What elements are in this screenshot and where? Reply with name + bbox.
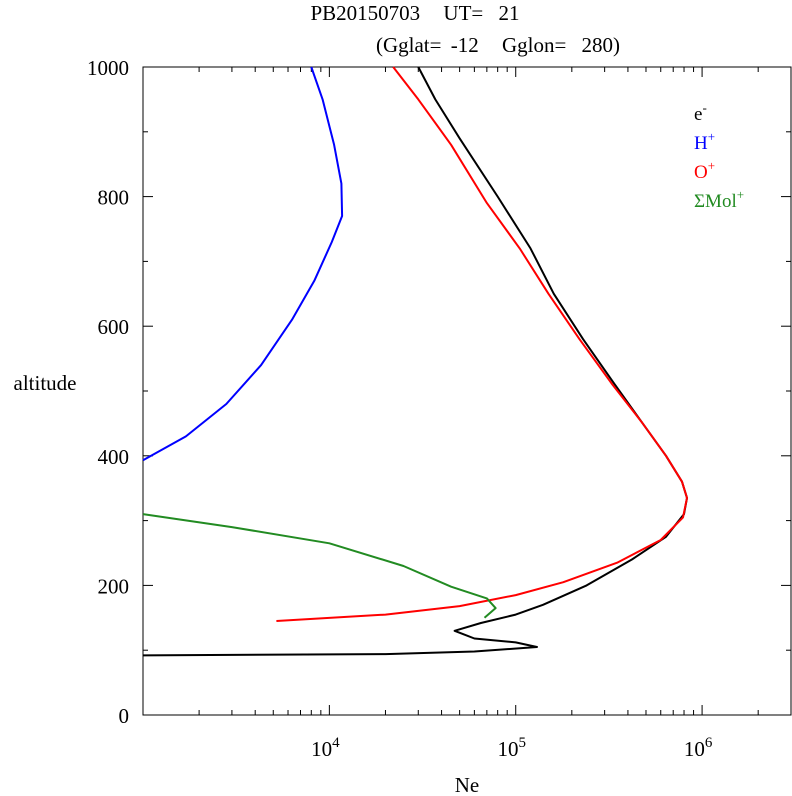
y-axis-label: altitude — [14, 371, 77, 395]
legend-entry-Mol: ΣMol+ — [694, 187, 744, 212]
legend-label: H — [694, 133, 708, 154]
chart-title-line1: PB20150703 UT= 21 — [310, 1, 519, 25]
y-tick-label: 200 — [98, 574, 130, 598]
title-ut-value: 21 — [499, 1, 520, 25]
title-glat-value: -12 — [451, 33, 479, 57]
y-tick-label: 0 — [119, 704, 130, 728]
y-axis-tick-labels: 0 200 400 600 800 1000 — [87, 56, 129, 728]
title-id: PB20150703 — [310, 1, 420, 25]
chart-title-line2: (Gglat= -12 Gglon= 280) — [376, 33, 620, 57]
x-axis-tick-labels: 104 105 106 — [311, 735, 713, 761]
y-tick-label: 600 — [98, 315, 130, 339]
title-glon-value: 280) — [582, 33, 621, 57]
legend-label-superscript: - — [702, 100, 706, 115]
x-tick-label-exponent: 4 — [332, 735, 340, 751]
x-tick-label-exponent: 6 — [705, 735, 713, 751]
legend-label-superscript: + — [708, 158, 715, 173]
legend-entry-H: H+ — [694, 129, 715, 154]
title-glon-label: Gglon= — [502, 33, 566, 57]
x-axis-label: Ne — [455, 773, 480, 796]
series-layer — [142, 66, 688, 657]
x-tick-label-base: 10 — [311, 737, 332, 761]
legend-label: O — [694, 162, 708, 183]
legend-label: ΣMol — [694, 191, 737, 212]
x-tick-label: 104 — [311, 735, 340, 761]
title-ut-label: UT= — [443, 1, 483, 25]
y-tick-label: 800 — [98, 186, 130, 210]
legend-label-superscript: + — [708, 129, 715, 144]
x-tick-label-exponent: 5 — [518, 735, 526, 751]
series-line-H — [142, 66, 344, 462]
legend-entry-O: O+ — [694, 158, 715, 183]
x-tick-label-base: 10 — [497, 737, 518, 761]
x-tick-label: 105 — [497, 735, 526, 761]
legend-label-superscript: + — [737, 187, 744, 202]
title-glat-label: (Gglat= — [376, 33, 442, 57]
legend-label: e — [694, 104, 702, 125]
x-tick-label: 106 — [684, 735, 713, 761]
x-tick-label-base: 10 — [684, 737, 705, 761]
y-tick-label: 1000 — [87, 56, 129, 80]
legend-entry-e: e- — [694, 100, 707, 125]
series-line-O — [276, 66, 688, 622]
y-tick-label: 400 — [98, 445, 130, 469]
legend: e-H+O+ΣMol+ — [694, 100, 744, 212]
series-line-Mol — [142, 513, 497, 619]
